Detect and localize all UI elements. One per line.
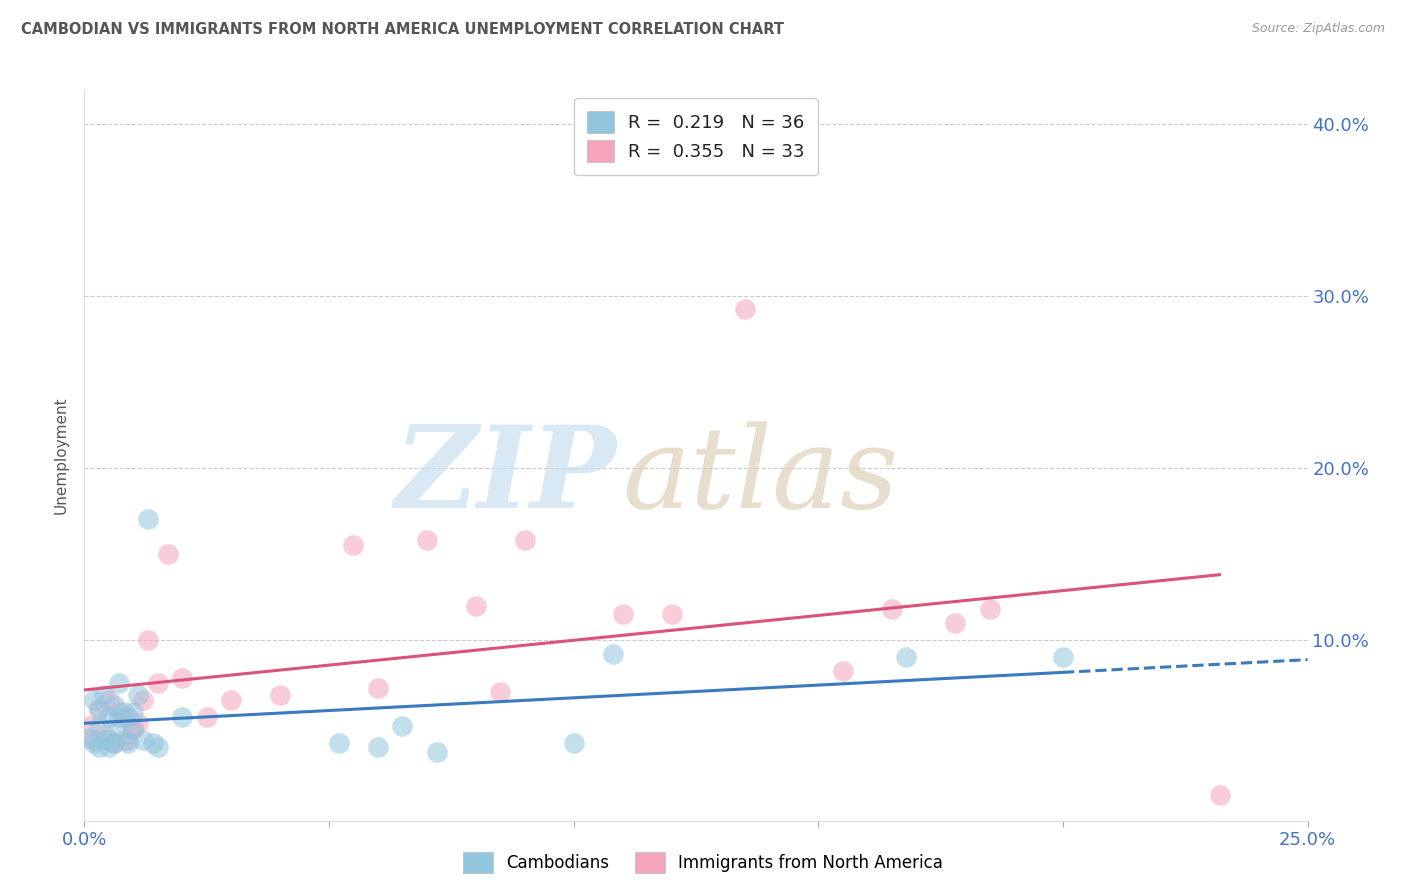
Point — [93, 728, 115, 742]
Point — [103, 698, 125, 713]
Point — [112, 705, 135, 719]
Point — [136, 512, 159, 526]
Point — [77, 719, 100, 733]
Point — [172, 671, 194, 685]
Point — [93, 688, 115, 702]
Point — [1052, 650, 1074, 665]
Point — [464, 599, 486, 613]
Point — [661, 607, 683, 621]
Legend: Cambodians, Immigrants from North America: Cambodians, Immigrants from North Americ… — [457, 846, 949, 880]
Point — [103, 736, 125, 750]
Point — [117, 710, 139, 724]
Point — [367, 739, 389, 754]
Point — [107, 705, 129, 719]
Point — [93, 732, 115, 747]
Point — [107, 710, 129, 724]
Point — [112, 710, 135, 724]
Point — [142, 736, 165, 750]
Point — [122, 723, 145, 737]
Point — [172, 710, 194, 724]
Point — [146, 739, 169, 754]
Point — [367, 681, 389, 695]
Point — [117, 736, 139, 750]
Point — [489, 684, 512, 698]
Point — [734, 302, 756, 317]
Point — [342, 538, 364, 552]
Point — [97, 739, 120, 754]
Point — [97, 710, 120, 724]
Point — [87, 739, 110, 754]
Point — [107, 676, 129, 690]
Point — [136, 632, 159, 647]
Text: ZIP: ZIP — [395, 421, 616, 533]
Point — [122, 705, 145, 719]
Point — [87, 719, 110, 733]
Text: Source: ZipAtlas.com: Source: ZipAtlas.com — [1251, 22, 1385, 36]
Point — [943, 615, 966, 630]
Legend: R =  0.219   N = 36, R =  0.355   N = 33: R = 0.219 N = 36, R = 0.355 N = 33 — [574, 98, 818, 175]
Point — [146, 676, 169, 690]
Point — [87, 702, 110, 716]
Point — [122, 723, 145, 737]
Point — [269, 688, 291, 702]
Point — [107, 723, 129, 737]
Text: CAMBODIAN VS IMMIGRANTS FROM NORTH AMERICA UNEMPLOYMENT CORRELATION CHART: CAMBODIAN VS IMMIGRANTS FROM NORTH AMERI… — [21, 22, 785, 37]
Point — [97, 732, 120, 747]
Point — [979, 602, 1001, 616]
Point — [562, 736, 585, 750]
Point — [1208, 788, 1230, 802]
Point — [426, 745, 449, 759]
Point — [83, 693, 105, 707]
Point — [416, 533, 439, 548]
Point — [195, 710, 218, 724]
Point — [83, 736, 105, 750]
Point — [391, 719, 413, 733]
Point — [132, 732, 155, 747]
Point — [77, 731, 100, 745]
Point — [880, 602, 903, 616]
Point — [612, 607, 634, 621]
Point — [127, 688, 149, 702]
Point — [513, 533, 536, 548]
Point — [132, 693, 155, 707]
Point — [831, 664, 853, 678]
Point — [103, 736, 125, 750]
Point — [117, 732, 139, 747]
Point — [328, 736, 350, 750]
Point — [156, 547, 179, 561]
Point — [602, 647, 624, 661]
Y-axis label: Unemployment: Unemployment — [53, 396, 69, 514]
Text: atlas: atlas — [623, 422, 898, 533]
Point — [87, 702, 110, 716]
Point — [219, 693, 242, 707]
Point — [127, 715, 149, 730]
Point — [112, 732, 135, 747]
Point — [97, 693, 120, 707]
Point — [896, 650, 918, 665]
Point — [83, 732, 105, 747]
